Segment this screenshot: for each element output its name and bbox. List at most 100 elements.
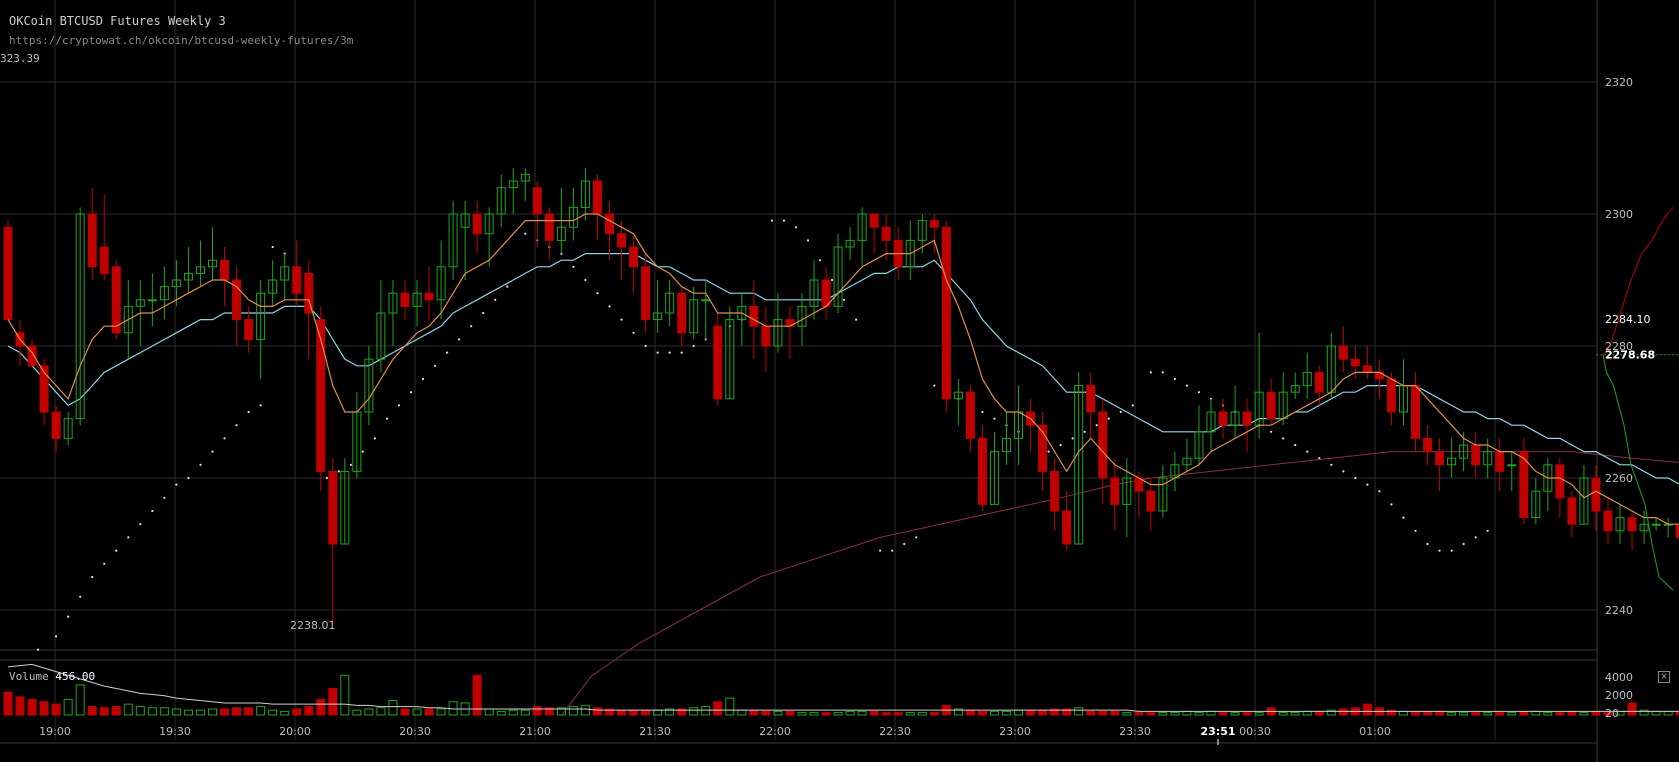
candle bbox=[653, 280, 663, 333]
candle bbox=[448, 200, 458, 280]
candle-body bbox=[1651, 523, 1661, 526]
candle bbox=[1038, 412, 1048, 492]
candle-body bbox=[1062, 510, 1072, 545]
volume-bar bbox=[1134, 712, 1144, 716]
candle bbox=[580, 167, 590, 221]
candle bbox=[1218, 398, 1228, 439]
volume-bar bbox=[869, 710, 879, 716]
candle-body bbox=[941, 226, 951, 400]
candle-body bbox=[147, 299, 157, 302]
candle bbox=[761, 306, 771, 373]
volume-bar bbox=[677, 708, 687, 716]
psar-dot bbox=[55, 635, 58, 638]
candle bbox=[833, 233, 843, 313]
candle bbox=[1074, 372, 1084, 545]
volume-bar bbox=[785, 710, 795, 716]
volume-bar bbox=[881, 712, 891, 716]
candle-body bbox=[1086, 385, 1096, 413]
psar-dot bbox=[91, 575, 94, 579]
candle-body bbox=[220, 259, 230, 281]
volume-bar bbox=[424, 708, 434, 716]
candle-body bbox=[1447, 457, 1457, 466]
psar-dot bbox=[1390, 503, 1393, 506]
psar-dot bbox=[1378, 490, 1381, 493]
volume-bar bbox=[989, 710, 999, 716]
psar-dot bbox=[1107, 417, 1110, 420]
volume-bar bbox=[183, 709, 193, 716]
candle bbox=[1423, 425, 1433, 465]
psar-dot bbox=[656, 351, 659, 354]
candle bbox=[977, 425, 987, 511]
x-tick-label: 01:00 bbox=[1359, 725, 1391, 738]
candle bbox=[605, 200, 614, 261]
candle-body bbox=[340, 470, 350, 545]
candle bbox=[1146, 478, 1156, 531]
candle bbox=[785, 306, 795, 360]
volume-bar bbox=[605, 708, 614, 716]
volume-bar bbox=[1627, 702, 1637, 716]
candle bbox=[1014, 385, 1024, 465]
candle-body bbox=[629, 246, 639, 268]
psar-dot bbox=[421, 377, 425, 381]
volume-bar bbox=[1639, 709, 1649, 716]
chart-title: OKCoin BTCUSD Futures Weekly 3 bbox=[9, 14, 226, 28]
volume-bar bbox=[1170, 712, 1180, 716]
psar-dot bbox=[1294, 443, 1297, 447]
candle bbox=[941, 220, 951, 412]
slow-ema-series bbox=[7, 253, 1679, 485]
candle bbox=[737, 293, 747, 346]
volume-bar bbox=[1278, 712, 1288, 716]
candle bbox=[1110, 458, 1120, 531]
candle-body bbox=[749, 305, 759, 327]
psar-dot bbox=[199, 463, 202, 466]
psar-dot bbox=[770, 219, 774, 222]
volume-bar bbox=[376, 707, 386, 716]
chart-url[interactable]: https://cryptowat.ch/okcoin/btcusd-weekl… bbox=[9, 34, 354, 47]
volume-bar bbox=[111, 706, 121, 716]
candle bbox=[617, 220, 627, 280]
close-volume-icon[interactable]: × bbox=[1658, 671, 1670, 683]
y-tick-label: 2240 bbox=[1605, 604, 1633, 617]
fast-ema-line bbox=[7, 213, 1679, 525]
slow-ema-line bbox=[7, 253, 1679, 485]
candle bbox=[364, 346, 374, 426]
candle-body bbox=[1362, 365, 1372, 373]
candle bbox=[1398, 359, 1408, 426]
volume-bar bbox=[472, 674, 482, 716]
candle-body bbox=[1182, 457, 1192, 466]
candle-body bbox=[833, 246, 843, 307]
psar-dot bbox=[692, 344, 695, 348]
candle-body bbox=[653, 312, 663, 321]
candle bbox=[340, 458, 350, 545]
candle-body bbox=[244, 319, 254, 340]
candle-body bbox=[1495, 451, 1505, 472]
volume-bar bbox=[556, 707, 566, 716]
psar-dot bbox=[151, 509, 154, 513]
candle bbox=[1026, 398, 1036, 452]
candle-body bbox=[232, 279, 242, 321]
volume-bar bbox=[1001, 710, 1011, 716]
volume-bar bbox=[1254, 712, 1264, 716]
candle-body bbox=[171, 279, 181, 288]
volume-bar bbox=[857, 710, 867, 716]
candle-body bbox=[1230, 411, 1240, 426]
volume-tick-label: 20 bbox=[1605, 707, 1619, 720]
x-tick-label: 23:00 bbox=[999, 725, 1031, 738]
parabolic-sar-series bbox=[36, 219, 1489, 651]
candle-body bbox=[1001, 437, 1011, 453]
volume-legend: Volume 456.00 bbox=[9, 670, 95, 683]
volume-bar bbox=[1362, 703, 1372, 716]
volume-bar bbox=[292, 708, 302, 716]
volume-bar bbox=[63, 698, 73, 716]
psar-dot bbox=[1366, 483, 1369, 486]
volume-tick-label: 2000 bbox=[1605, 689, 1633, 702]
volume-bar bbox=[1675, 710, 1679, 716]
candle bbox=[773, 293, 783, 353]
psar-dot bbox=[1342, 470, 1345, 473]
volume-bar bbox=[1026, 709, 1036, 716]
candle-body bbox=[532, 187, 542, 215]
candle-body bbox=[280, 266, 290, 281]
candle-body bbox=[159, 286, 169, 301]
candle bbox=[1194, 405, 1204, 465]
